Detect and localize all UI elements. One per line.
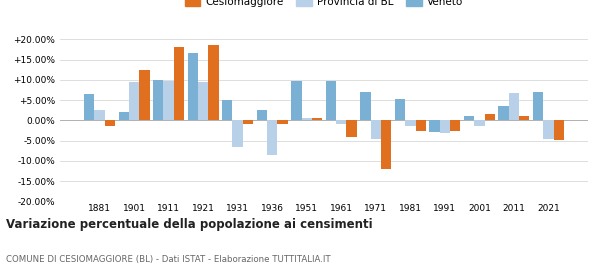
Bar [119,112,129,120]
Bar [174,47,184,120]
Bar [405,120,416,127]
Bar [336,120,346,124]
Bar [312,118,322,120]
Bar [153,80,163,120]
Bar [163,81,174,120]
Bar [139,70,149,120]
Bar [519,116,529,120]
Bar [326,81,336,120]
Bar [346,120,357,137]
Bar [291,81,302,120]
Bar [440,120,450,133]
Bar [208,45,218,120]
Bar [232,120,243,147]
Text: COMUNE DI CESIOMAGGIORE (BL) - Dati ISTAT - Elaborazione TUTTITALIA.IT: COMUNE DI CESIOMAGGIORE (BL) - Dati ISTA… [6,255,331,264]
Bar [188,53,198,120]
Bar [243,120,253,124]
Bar [450,120,460,130]
Text: Variazione percentuale della popolazione ai censimenti: Variazione percentuale della popolazione… [6,218,373,231]
Bar [430,120,440,132]
Bar [381,120,391,169]
Bar [129,82,139,120]
Bar [105,120,115,127]
Bar [464,116,474,120]
Bar [509,93,519,120]
Bar [222,100,232,120]
Bar [257,110,267,120]
Bar [84,94,94,120]
Bar [371,120,381,139]
Bar [543,120,554,139]
Bar [277,120,288,124]
Bar [198,82,208,120]
Bar [94,110,105,120]
Bar [302,118,312,120]
Bar [485,114,495,120]
Bar [499,106,509,120]
Bar [267,120,277,155]
Bar [474,120,485,127]
Bar [416,120,426,130]
Bar [533,92,543,120]
Legend: Cesiomaggiore, Provincia di BL, Veneto: Cesiomaggiore, Provincia di BL, Veneto [181,0,467,11]
Bar [395,99,405,120]
Bar [360,92,371,120]
Bar [554,120,564,140]
